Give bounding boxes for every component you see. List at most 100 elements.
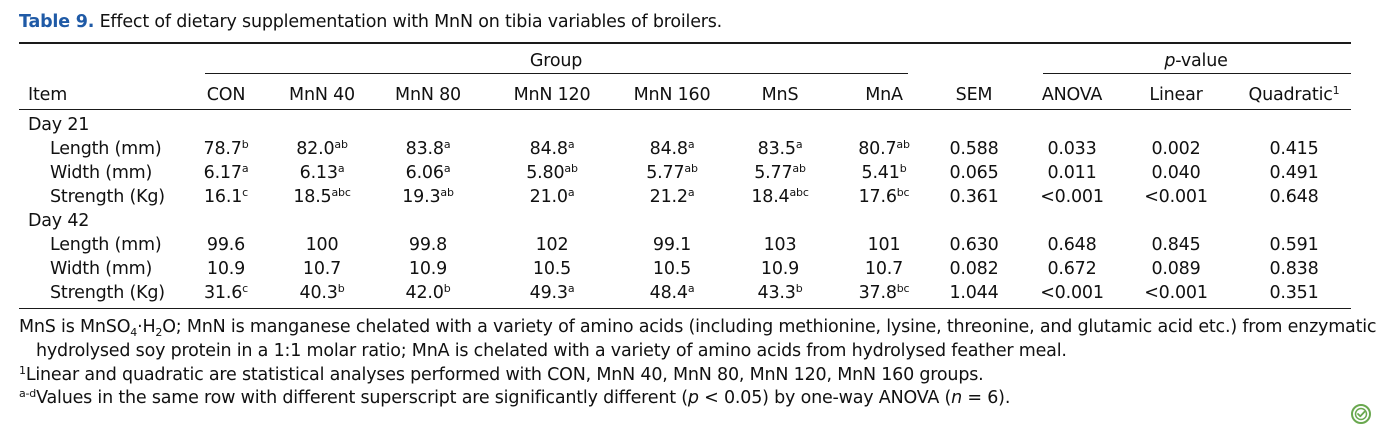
group-value-cell: 84.8a [650,138,695,160]
anova-header: ANOVA [1041,85,1103,105]
group-value-cell: 82.0ab [296,138,348,160]
significance-superscript: ab [564,162,578,175]
group-value-cell: 43.3b [758,282,803,304]
group-value-cell: 48.4a [650,282,695,304]
group-value-cell: 17.6bc [859,186,910,208]
significance-superscript: b [337,282,345,295]
col-header-5: MnS [761,85,799,105]
group-value: 42.0 [405,283,444,303]
group-value-cell: 10.5 [533,258,571,280]
significance-superscript: a [443,162,451,175]
significance-superscript: a [241,162,249,175]
quadratic-value: 0.491 [1269,163,1319,183]
group-value: 10.5 [532,259,572,279]
section-label: Day 42 [28,211,90,231]
group-value-cell: 83.5a [758,138,803,160]
open-access-check-icon[interactable] [1351,404,1371,424]
item-header: Item [28,85,68,105]
group-value-cell: 5.77ab [646,162,698,184]
group-value-cell: 21.0a [530,186,575,208]
row-item-label: Strength (Kg) [50,283,165,303]
group-value: 78.7 [203,139,242,159]
group-value: 10.7 [302,259,342,279]
group-value: 31.6 [203,283,243,303]
quadratic-header-sup: 1 [1332,84,1340,97]
group-value-cell: 101 [868,234,901,256]
significance-superscript: abc [331,186,351,199]
group-value: 43.3 [757,283,796,303]
pvalue-rule [1043,73,1351,74]
group-value: 19.3 [402,187,441,207]
group-value: 5.77 [646,163,685,183]
footnote-4-part-b: < 0.05) by one-way ANOVA ( [698,388,952,408]
top-rule [19,42,1351,44]
bottom-rule [19,308,1351,309]
significance-superscript: a [687,186,695,199]
group-value-cell: 83.8a [406,138,451,160]
sem-value: 0.588 [949,139,999,159]
anova-value: 0.672 [1047,259,1097,279]
group-value-cell: 6.17a [204,162,249,184]
group-value-cell: 99.8 [409,234,447,256]
group-value-cell: 10.7 [303,258,341,280]
group-value: 6.17 [203,163,242,183]
pvalue-header: p-value [1164,50,1228,72]
group-value: 103 [763,235,797,255]
group-value-cell: 5.80ab [526,162,578,184]
group-value-cell: 31.6c [204,282,248,304]
group-value: 48.4 [649,283,688,303]
row-item-label: Width (mm) [50,259,153,279]
table-caption-text: Effect of dietary supplementation with M… [99,12,723,32]
group-value-cell: 10.9 [409,258,447,280]
group-value-cell: 100 [306,234,339,256]
table-caption: Table 9. Effect of dietary supplementati… [19,12,722,32]
group-value-cell: 103 [764,234,797,256]
footnote-4-part-c: = 6). [962,388,1011,408]
group-value-cell: 6.06a [406,162,451,184]
group-value-cell: 21.2a [650,186,695,208]
col-header-3: MnN 120 [513,85,591,105]
footnote-4-part-a: Values in the same row with different su… [36,388,688,408]
linear-value: 0.845 [1151,235,1201,255]
significance-superscript: a [567,138,575,151]
anova-value: 0.033 [1047,139,1097,159]
group-value-cell: 18.5abc [293,186,351,208]
group-value: 80.7 [858,139,897,159]
sem-value: 0.065 [949,163,999,183]
row-item-label: Width (mm) [50,163,153,183]
group-value: 83.5 [757,139,796,159]
group-value: 10.5 [652,259,692,279]
group-value-cell: 10.5 [653,258,691,280]
footnote-1-part-b: ·H [137,317,156,337]
group-value: 99.8 [408,235,448,255]
group-value: 18.5 [293,187,332,207]
sem-value: 0.630 [949,235,999,255]
significance-superscript: ab [440,186,454,199]
group-value: 5.41 [861,163,900,183]
group-value-cell: 40.3b [300,282,345,304]
footnote-4-p: p [687,388,699,408]
group-value-cell: 78.7b [204,138,249,160]
pvalue-header-text: -value [1175,51,1228,71]
significance-superscript: c [242,282,249,295]
significance-superscript: a [337,162,345,175]
significance-superscript: a [795,138,803,151]
significance-superscript: bc [896,186,910,199]
linear-value: <0.001 [1144,187,1208,207]
group-value: 16.1 [203,187,243,207]
significance-superscript: ab [792,162,806,175]
quadratic-value: 0.591 [1269,235,1319,255]
footnote-1-sub-2: 2 [155,326,163,339]
group-rule [205,73,908,74]
col-header-4: MnN 160 [633,85,711,105]
group-value-cell: 99.6 [207,234,245,256]
group-value: 10.9 [760,259,800,279]
group-value: 21.0 [529,187,568,207]
linear-value: 0.089 [1151,259,1201,279]
group-value-cell: 37.8bc [859,282,910,304]
anova-value: 0.648 [1047,235,1097,255]
group-value: 102 [535,235,569,255]
group-value-cell: 16.1c [204,186,248,208]
significance-superscript: bc [896,282,910,295]
footnote-1-part-a: MnS is MnSO [19,317,131,337]
